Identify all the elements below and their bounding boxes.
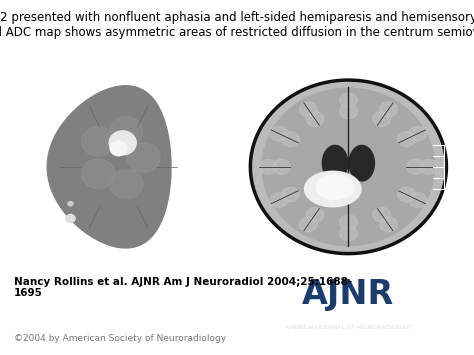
- Circle shape: [373, 111, 391, 126]
- Circle shape: [127, 143, 160, 173]
- Circle shape: [306, 207, 324, 222]
- Polygon shape: [250, 80, 447, 253]
- Text: Patient 2 presented with nonfluent aphasia and left-sided hemiparesis and hemise: Patient 2 presented with nonfluent aphas…: [0, 11, 474, 39]
- Circle shape: [409, 126, 427, 141]
- Circle shape: [397, 187, 415, 202]
- Circle shape: [339, 215, 357, 230]
- Circle shape: [82, 159, 115, 189]
- Circle shape: [273, 159, 291, 174]
- Circle shape: [339, 93, 357, 108]
- Polygon shape: [304, 170, 362, 207]
- Circle shape: [339, 226, 357, 241]
- Polygon shape: [348, 145, 375, 182]
- Circle shape: [406, 159, 424, 174]
- Circle shape: [282, 187, 300, 202]
- Polygon shape: [262, 87, 435, 246]
- Polygon shape: [322, 145, 348, 182]
- Circle shape: [259, 159, 277, 174]
- Circle shape: [109, 116, 143, 146]
- Text: B: B: [246, 242, 255, 255]
- Circle shape: [306, 111, 324, 126]
- Circle shape: [419, 159, 438, 174]
- Circle shape: [339, 104, 357, 119]
- Text: AMERICAN JOURNAL OF NEURORADIOLOGY: AMERICAN JOURNAL OF NEURORADIOLOGY: [285, 325, 412, 330]
- Circle shape: [380, 102, 397, 117]
- Circle shape: [109, 169, 143, 199]
- Circle shape: [270, 193, 288, 207]
- Circle shape: [270, 126, 288, 141]
- Circle shape: [397, 132, 415, 147]
- Circle shape: [109, 131, 136, 155]
- Text: ©2004 by American Society of Neuroradiology: ©2004 by American Society of Neuroradiol…: [14, 334, 227, 343]
- Circle shape: [82, 127, 115, 156]
- Text: A: A: [23, 242, 32, 255]
- Polygon shape: [315, 174, 355, 200]
- Polygon shape: [46, 85, 172, 248]
- Circle shape: [380, 217, 397, 232]
- Circle shape: [300, 102, 317, 117]
- Circle shape: [66, 214, 75, 223]
- Text: Nancy Rollins et al. AJNR Am J Neuroradiol 2004;25:1688-
1695: Nancy Rollins et al. AJNR Am J Neuroradi…: [14, 277, 352, 299]
- Circle shape: [68, 202, 73, 206]
- Circle shape: [373, 207, 391, 222]
- Circle shape: [300, 217, 317, 232]
- Circle shape: [110, 141, 127, 156]
- Text: AJNR: AJNR: [302, 278, 394, 311]
- Circle shape: [409, 193, 427, 207]
- Circle shape: [282, 132, 300, 147]
